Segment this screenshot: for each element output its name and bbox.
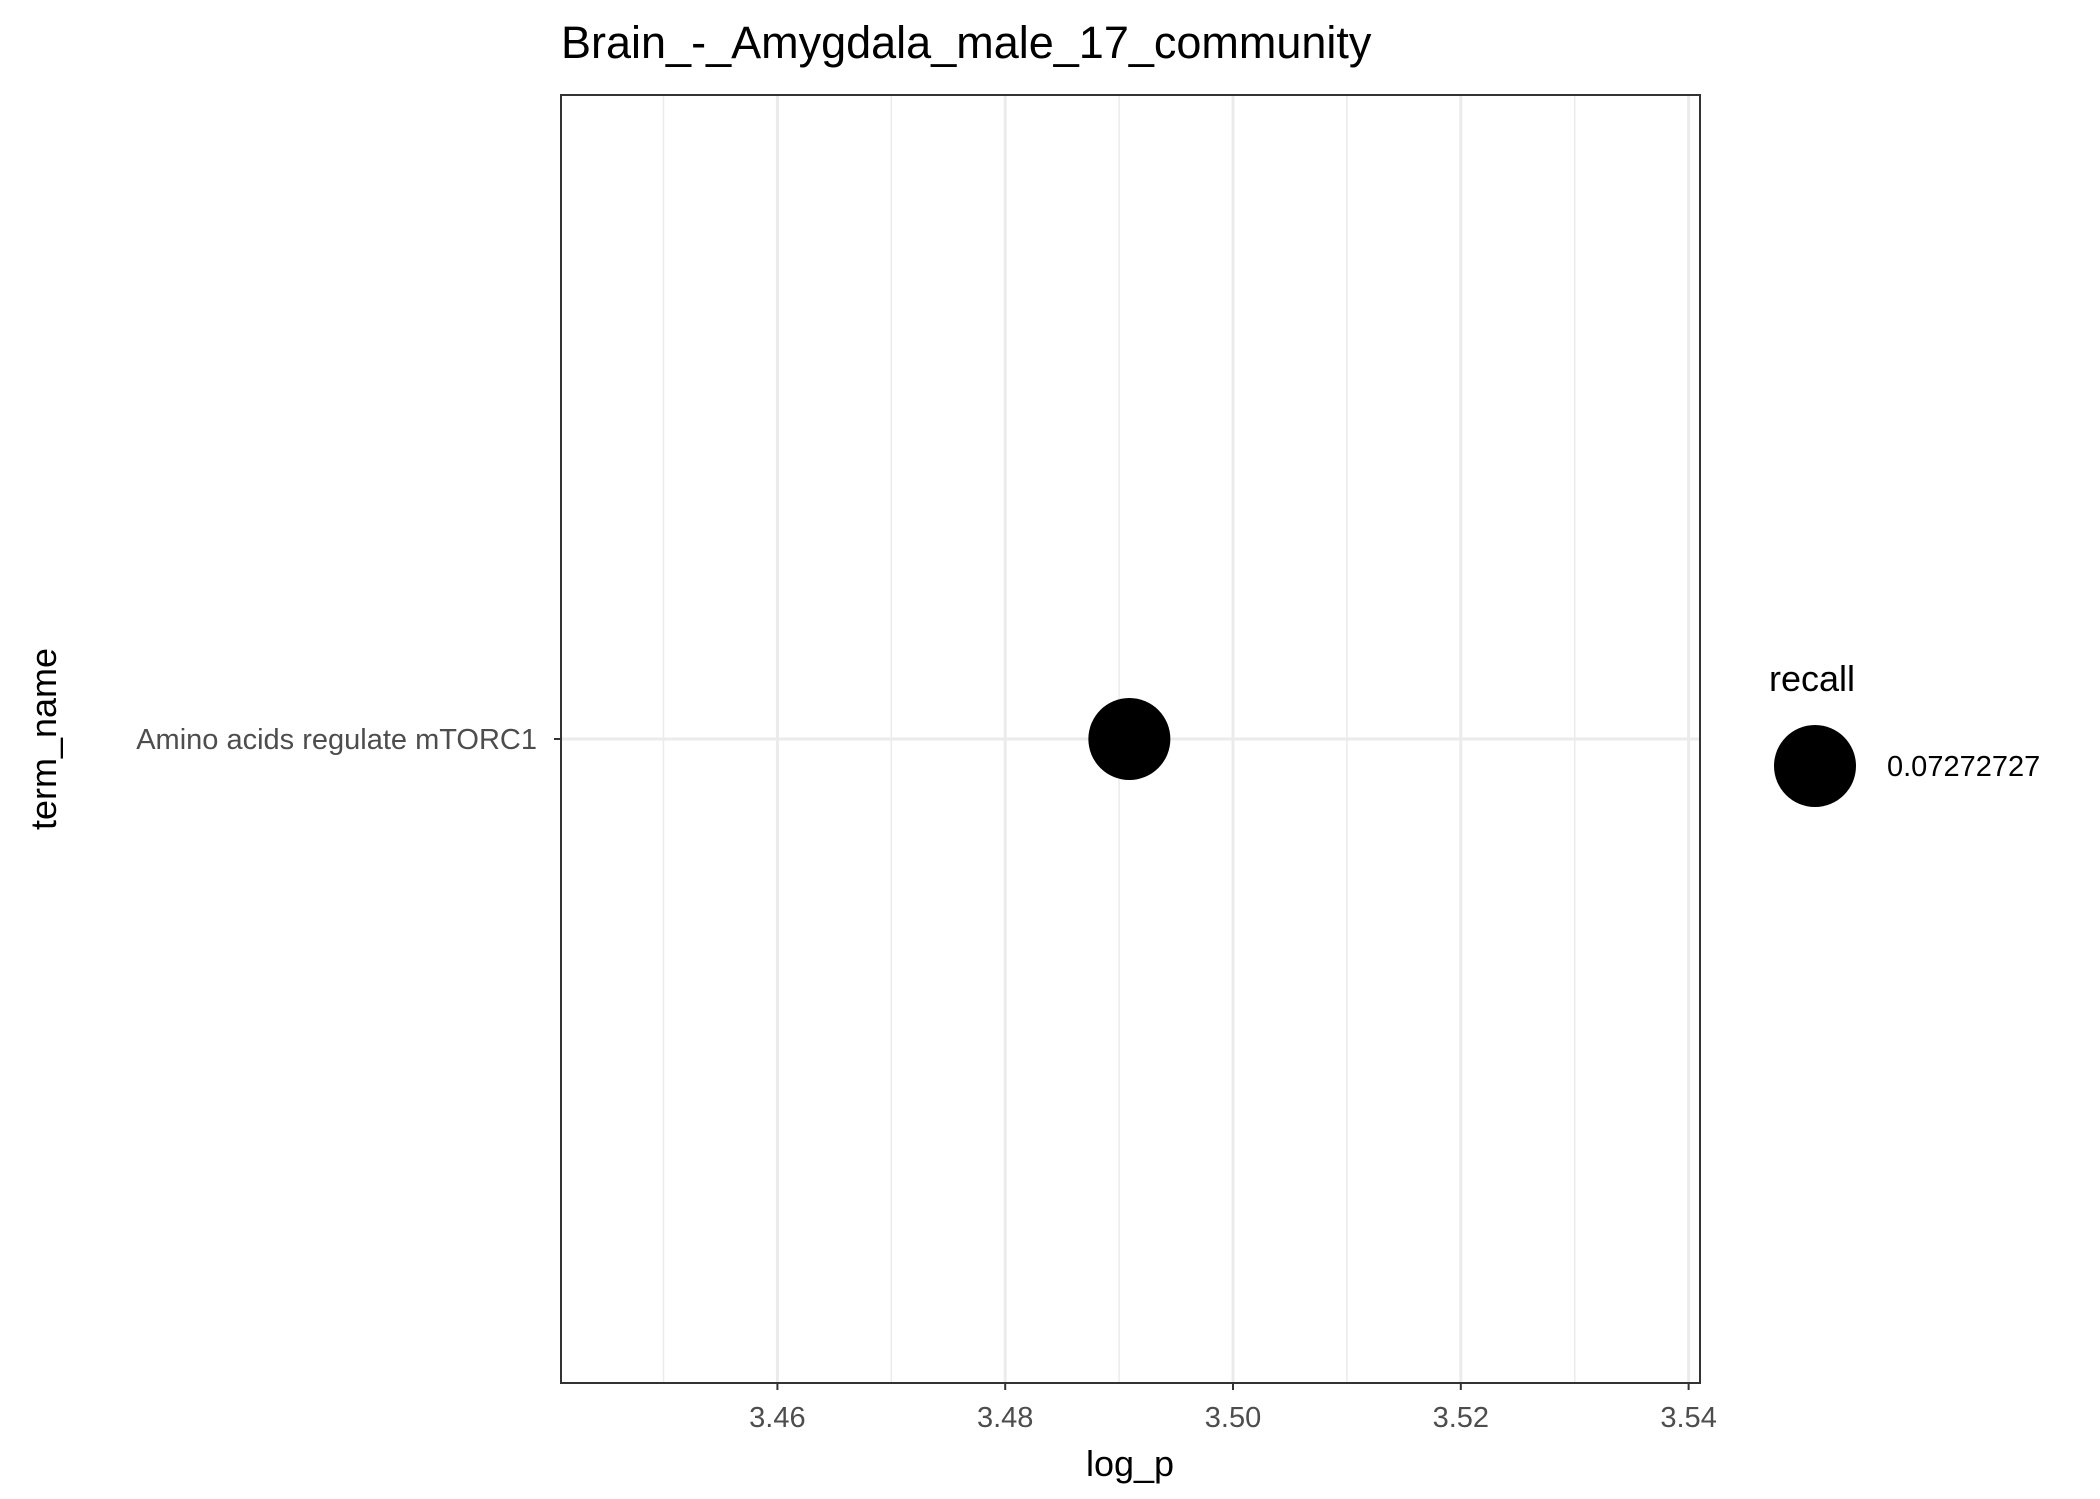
x-tick-label-3: 3.52 (1433, 1402, 1489, 1434)
legend: recall 0.07272727 (1769, 658, 2040, 807)
legend-keys: 0.07272727 (1774, 725, 2040, 807)
y-axis-title: term_name (23, 648, 64, 830)
legend-key-0 (1774, 725, 1856, 807)
data-point-0 (1088, 698, 1171, 780)
x-axis-title: log_p (1086, 1443, 1174, 1484)
grid-major (561, 95, 1700, 1383)
legend-label-0: 0.07272727 (1887, 751, 2040, 783)
x-axis-ticks: 3.46 3.48 3.50 3.52 3.54 (749, 1383, 1717, 1434)
x-tick-label-2: 3.50 (1205, 1402, 1261, 1434)
y-axis-ticks: Amino acids regulate mTORC1 (136, 724, 561, 756)
x-tick-label-0: 3.46 (749, 1402, 805, 1434)
x-tick-label-1: 3.48 (977, 1402, 1033, 1434)
y-tick-label-0: Amino acids regulate mTORC1 (136, 724, 537, 756)
x-tick-label-4: 3.54 (1660, 1402, 1716, 1434)
data-points (1088, 698, 1171, 780)
chart-title: Brain_-_Amygdala_male_17_community (561, 17, 1372, 68)
legend-title: recall (1769, 658, 1855, 699)
